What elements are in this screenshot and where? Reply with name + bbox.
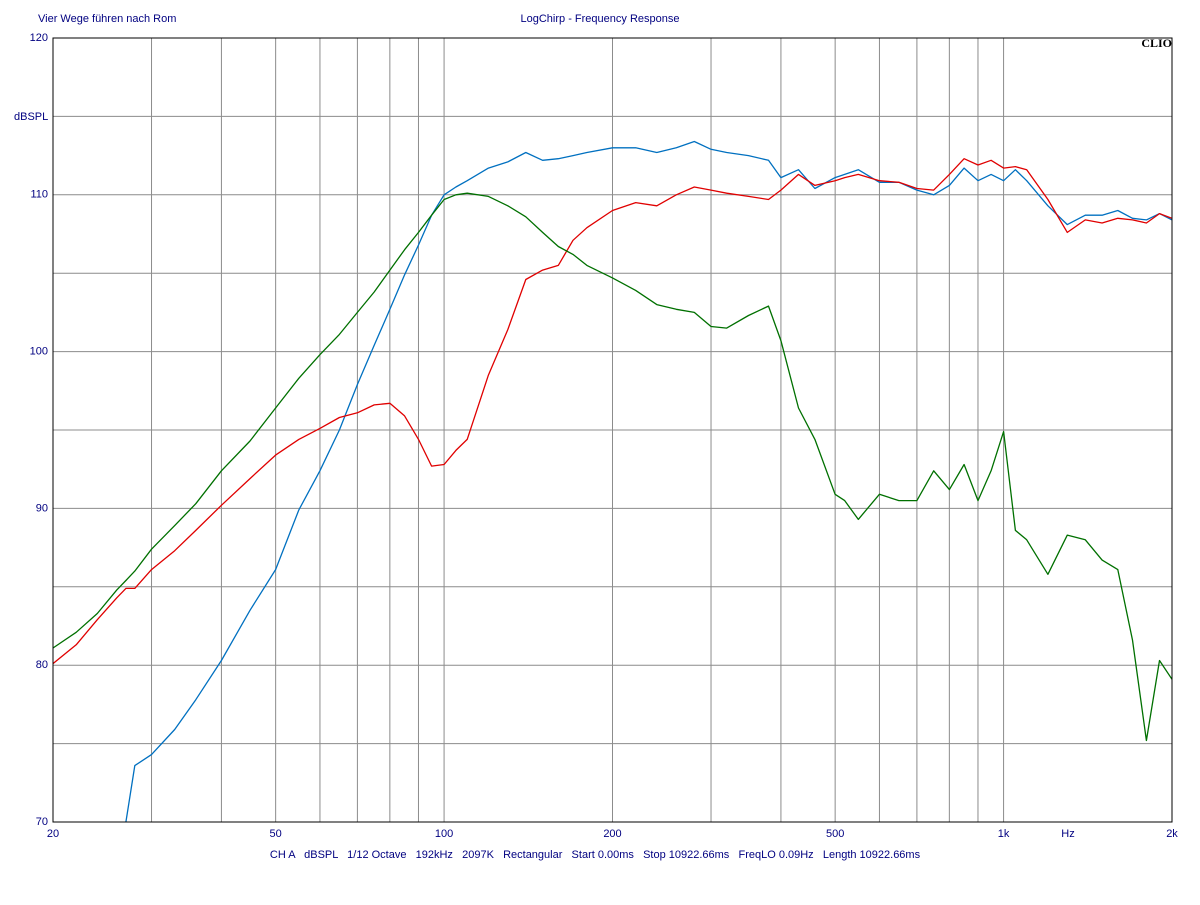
plot-lines (53, 140, 1172, 822)
x-tick-label: 500 (826, 828, 844, 840)
plot-frame (52, 37, 1173, 823)
x-tick-label: 200 (603, 828, 621, 840)
y-tick-label: 90 (36, 502, 48, 514)
series-line (125, 140, 1172, 822)
y-tick-label: 110 (30, 189, 48, 201)
y-tick-label: 120 (30, 32, 48, 44)
series-line (53, 192, 1172, 742)
grid (52, 37, 1173, 823)
x-tick-label: 20 (47, 828, 59, 840)
chart-subtitle: Vier Wege führen nach Rom (38, 13, 176, 25)
x-tick-label: 100 (435, 828, 453, 840)
y-axis-label: dBSPL (14, 111, 48, 123)
logo: CLIO (1141, 36, 1172, 50)
footer: CH A dBSPL 1/12 Octave 192kHz 2097K Rect… (270, 849, 921, 861)
y-tick-label: 100 (30, 346, 48, 358)
chart-title: LogChirp - Frequency Response (521, 13, 680, 25)
x-axis-label: Hz (1061, 828, 1074, 840)
x-tick-label: 50 (270, 828, 282, 840)
x-tick-label: 1k (998, 828, 1010, 840)
series-line (53, 158, 1172, 665)
y-tick-label: 80 (36, 659, 48, 671)
x-tick-label: 2k (1166, 828, 1178, 840)
y-tick-label: 70 (36, 816, 48, 828)
